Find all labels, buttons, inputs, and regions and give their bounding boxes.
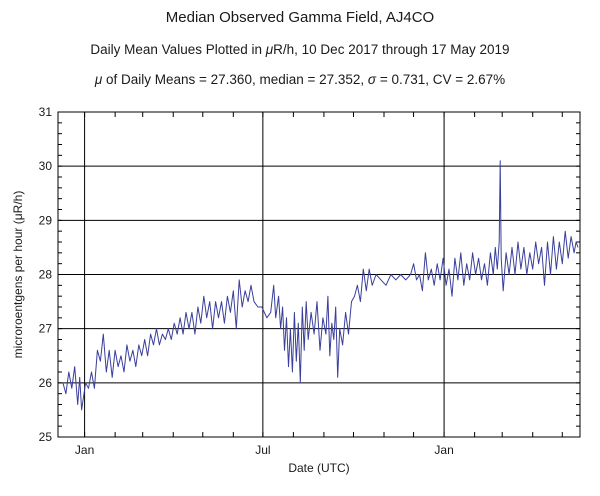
y-tick-label: 29 (39, 213, 53, 227)
subtitle-part-1: Daily Mean Values Plotted in (90, 42, 266, 57)
plot-frame (57, 111, 581, 438)
x-tick-label: Jan (434, 443, 453, 457)
stats-mu-symbol: μ (94, 72, 103, 87)
stats-part-1: of Daily Means = 27.360, median = 27.352… (102, 72, 368, 87)
y-axis-label: microroentgens per hour (μR/h) (11, 191, 25, 359)
subtitle-mu-symbol: μ (265, 42, 274, 57)
label-layer: 25 26 27 28 29 30 31 Jan Jul Jan (39, 105, 454, 457)
x-axis-label: Date (UTC) (288, 461, 349, 475)
chart-subtitle: Daily Mean Values Plotted in μR/h, 10 De… (0, 42, 600, 57)
series-line-daily-mean (62, 160, 579, 411)
chart-title: Median Observed Gamma Field, AJ4CO (165, 9, 435, 26)
y-tick-label: 31 (39, 105, 53, 119)
stats-part-2: = 0.731, CV = 2.67% (376, 72, 506, 87)
y-tick-label: 25 (39, 430, 53, 444)
x-tick-label: Jul (255, 443, 270, 457)
tick-layer (58, 111, 580, 438)
y-tick-label: 30 (39, 159, 53, 173)
x-tick-label: Jan (75, 443, 94, 457)
subtitle-part-2: R/h, 10 Dec 2017 through 17 May 2019 (273, 42, 510, 57)
y-tick-label: 28 (39, 268, 53, 282)
chart-stats-line: μ of Daily Means = 27.360, median = 27.3… (0, 72, 600, 87)
y-tick-label: 27 (39, 322, 53, 336)
stats-sigma-symbol: σ (367, 72, 377, 87)
y-tick-label: 26 (39, 376, 53, 390)
